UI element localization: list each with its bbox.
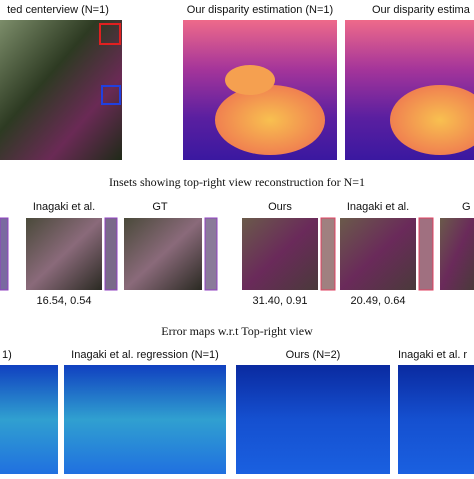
inset-box: [99, 23, 121, 45]
inset-image: [242, 218, 318, 290]
inset-image: [26, 218, 102, 290]
disparity-blob: [225, 65, 275, 95]
label: 1): [2, 349, 12, 361]
label: Inagaki et al.: [33, 201, 95, 213]
label: GT: [152, 201, 168, 213]
caption: Insets showing top-right view reconstruc…: [109, 175, 365, 189]
inset-image: [340, 218, 416, 290]
caption: Error maps w.r.t Top-right view: [161, 324, 313, 338]
disparity-blob: [215, 85, 325, 155]
inset-strip: [320, 217, 336, 291]
label: Our disparity estima: [372, 4, 471, 16]
inset-image: [124, 218, 202, 290]
disparity-blob: [390, 85, 474, 155]
label: G: [462, 201, 471, 213]
label: Inagaki et al. regression (N=1): [71, 349, 219, 361]
inset-strip: [0, 217, 9, 291]
error-map: [398, 365, 474, 474]
error-map: [64, 365, 226, 474]
centerview-image: [0, 20, 122, 160]
score: 31.40, 0.91: [252, 295, 307, 307]
inset-strip: [104, 217, 118, 291]
error-map: [0, 365, 58, 474]
label: Inagaki et al.: [347, 201, 409, 213]
label: Ours: [268, 201, 292, 213]
label: Inagaki et al. r: [398, 349, 467, 361]
score: 20.49, 0.64: [350, 295, 405, 307]
error-map: [236, 365, 390, 474]
inset-strip: [204, 217, 218, 291]
inset-strip: [418, 217, 434, 291]
score: 16.54, 0.54: [36, 295, 91, 307]
label: Ours (N=2): [286, 349, 341, 361]
label: Our disparity estimation (N=1): [187, 4, 333, 16]
label: ted centerview (N=1): [7, 4, 109, 16]
inset-box: [101, 85, 121, 105]
inset-image: [440, 218, 474, 290]
